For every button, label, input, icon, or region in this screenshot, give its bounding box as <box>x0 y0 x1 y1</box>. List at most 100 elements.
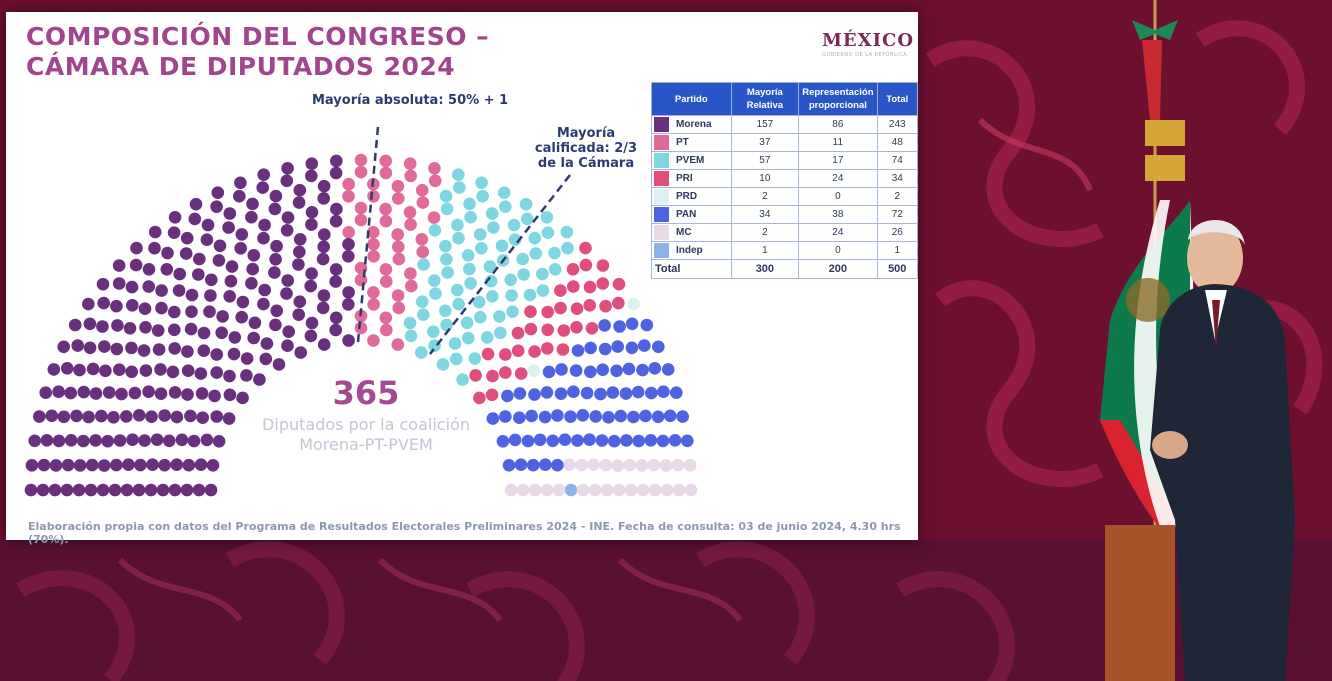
table-row: MC 2 24 26 <box>651 223 918 242</box>
seat-morena <box>281 274 295 287</box>
seat-morena <box>223 207 237 220</box>
seat-pt <box>403 157 417 170</box>
col-header-party: Partido <box>651 82 732 116</box>
seat-morena <box>125 341 138 355</box>
seat-morena <box>329 323 343 337</box>
seat-pvem <box>495 239 509 253</box>
seat-pvem <box>473 228 487 241</box>
seat-pan <box>567 385 580 399</box>
seat-morena <box>193 252 206 266</box>
seat-morena <box>95 409 108 423</box>
seat-morena <box>160 263 174 276</box>
seat-pan <box>521 434 535 448</box>
seat-mc <box>599 458 612 472</box>
seat-morena <box>61 458 75 472</box>
seat-morena <box>168 211 182 224</box>
seat-pri <box>596 277 610 290</box>
relative-majority-cell: 2 <box>730 187 800 206</box>
seat-pvem <box>464 210 477 224</box>
seat-morena <box>155 301 168 315</box>
seat-morena <box>318 228 331 241</box>
seat-morena <box>224 274 238 288</box>
seat-morena <box>181 364 195 378</box>
proportional-cell: 24 <box>798 223 878 242</box>
seat-pvem <box>548 246 561 260</box>
seat-morena <box>68 318 82 332</box>
seat-pan <box>584 365 597 379</box>
seat-pvem <box>523 288 537 302</box>
seat-pvem <box>506 305 519 319</box>
seat-pan <box>501 389 514 403</box>
seat-mc <box>648 483 662 497</box>
seat-pan <box>580 386 594 400</box>
party-color-swatch <box>654 135 669 150</box>
seat-pri <box>469 369 482 382</box>
seat-pt <box>428 174 442 188</box>
seat-pri <box>596 259 610 272</box>
seat-morena <box>142 385 155 399</box>
seat-pan <box>639 409 652 423</box>
seat-morena <box>210 348 223 361</box>
party-color-swatch <box>654 243 669 258</box>
seat-pan <box>594 387 607 401</box>
seat-morena <box>154 387 168 401</box>
seat-pri <box>556 343 570 356</box>
seat-mc <box>516 483 530 497</box>
seat-mc <box>587 458 600 472</box>
seat-pt <box>354 321 368 335</box>
seat-morena <box>222 221 235 234</box>
seat-pvem <box>520 212 534 226</box>
seat-morena <box>192 268 205 281</box>
seat-morena <box>162 434 176 448</box>
seat-morena <box>268 202 282 216</box>
seat-morena <box>122 458 135 472</box>
seat-morena <box>305 267 318 280</box>
seat-pt <box>379 202 392 216</box>
seat-morena <box>96 277 110 291</box>
seat-pvem <box>463 262 476 276</box>
slide-title: COMPOSICIÓN DEL CONGRESO – CÁMARA DE DIP… <box>26 22 490 81</box>
table-row: PRI 10 24 34 <box>651 169 918 188</box>
seat-morena <box>137 344 151 357</box>
seat-morena <box>175 433 189 447</box>
seat-pan <box>636 363 649 377</box>
seat-morena <box>210 366 223 379</box>
seat-morena <box>270 304 284 318</box>
seat-pan <box>583 433 596 447</box>
seat-morena <box>316 301 330 315</box>
seat-morena <box>282 325 296 339</box>
seat-morena <box>125 280 139 294</box>
seat-morena <box>101 434 114 448</box>
seat-pri <box>570 321 583 334</box>
seat-morena <box>151 324 165 337</box>
seat-pvem <box>439 304 452 318</box>
seat-pan <box>614 409 627 423</box>
seat-pan <box>668 434 682 447</box>
seat-pt <box>404 169 418 183</box>
seat-morena <box>77 434 90 448</box>
seat-pt <box>342 177 356 191</box>
seat-pvem <box>480 331 494 344</box>
seat-morena <box>130 241 143 255</box>
seat-pan <box>619 387 633 400</box>
seat-pri <box>541 342 554 355</box>
seat-pri <box>499 348 512 361</box>
seat-pan <box>640 318 654 332</box>
seat-morena <box>49 459 63 472</box>
party-name-text: PAN <box>676 209 697 220</box>
seat-morena <box>170 410 184 424</box>
seat-pt <box>392 252 406 266</box>
seat-morena <box>110 458 123 472</box>
seat-pri <box>514 367 528 380</box>
seat-pvem <box>403 316 417 330</box>
seat-morena <box>269 318 282 332</box>
seat-morena <box>113 363 126 377</box>
seat-morena <box>85 458 99 472</box>
party-color-swatch <box>654 189 669 204</box>
seat-morena <box>168 305 181 319</box>
seat-pan <box>656 434 670 448</box>
seat-pvem <box>436 358 450 371</box>
seat-pvem <box>561 241 574 255</box>
seat-pri <box>486 369 499 383</box>
party-color-swatch <box>654 117 669 132</box>
